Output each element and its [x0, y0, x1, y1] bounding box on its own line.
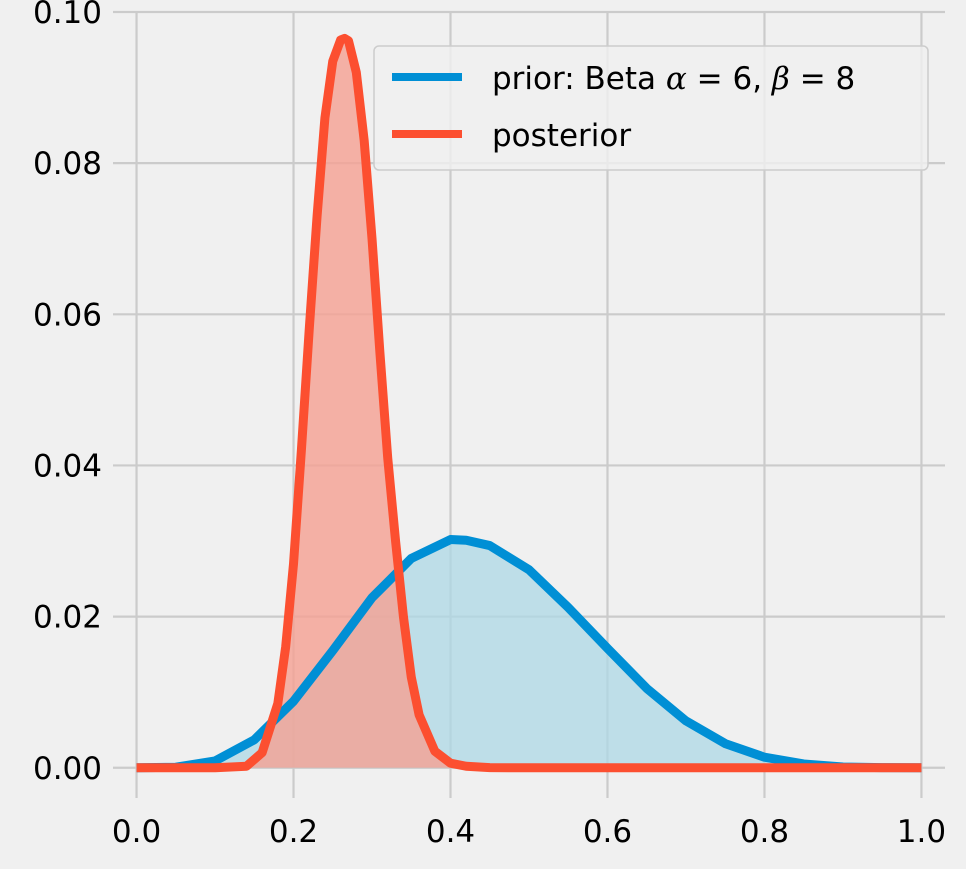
- y-tick-label: 0.08: [33, 146, 102, 182]
- y-tick-label: 0.04: [33, 448, 102, 484]
- y-tick-label: 0.02: [33, 600, 102, 636]
- legend-label-prior: prior: Beta α = 6, β = 8: [492, 61, 855, 97]
- y-tick-label: 0.10: [33, 0, 102, 31]
- x-tick-label: 0.8: [740, 814, 789, 850]
- y-tick-label: 0.00: [33, 751, 102, 787]
- legend-label-posterior: posterior: [492, 118, 631, 154]
- legend-box: [373, 45, 929, 171]
- series-fills: [136, 38, 922, 768]
- series-line-posterior: [136, 33, 922, 773]
- x-tick-label: 0.4: [426, 814, 475, 850]
- x-axis-ticks: 0.0 0.2 0.4 0.6 0.8 1.0: [112, 814, 946, 850]
- x-tick-label: 0.6: [583, 814, 632, 850]
- legend: prior: Beta α = 6, β = 8 posterior: [373, 45, 929, 171]
- x-tick-label: 1.0: [897, 814, 946, 850]
- series-lines: [136, 33, 922, 773]
- y-tick-label: 0.06: [33, 297, 102, 333]
- y-axis-ticks: 0.00 0.02 0.04 0.06 0.08 0.10: [33, 0, 102, 787]
- series-fill-posterior: [136, 38, 922, 768]
- x-tick-label: 0.0: [112, 814, 161, 850]
- x-tick-label: 0.2: [269, 814, 318, 850]
